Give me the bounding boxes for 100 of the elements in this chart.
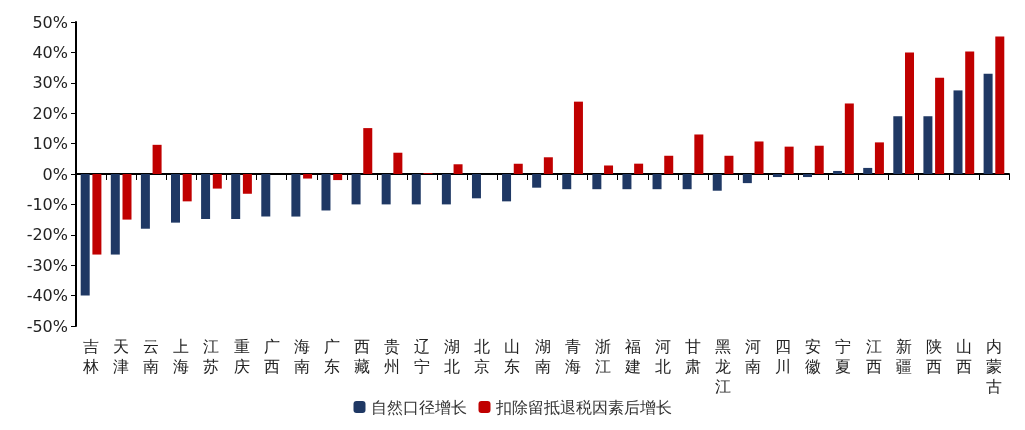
- x-tick-label: 宁夏: [835, 336, 852, 376]
- bar: [453, 164, 463, 174]
- bar: [652, 174, 662, 190]
- bar: [604, 165, 614, 174]
- bar: [562, 174, 572, 190]
- bar: [513, 163, 523, 174]
- bar: [182, 174, 192, 202]
- bar: [80, 174, 90, 296]
- bar: [291, 174, 301, 217]
- x-tick-label: 北京: [474, 336, 491, 376]
- bar: [724, 155, 734, 174]
- y-tick-label: 30%: [32, 73, 68, 93]
- bar: [363, 128, 373, 174]
- bar: [122, 174, 132, 220]
- x-tick-label: 河北: [654, 336, 671, 376]
- x-tick-label: 山东: [504, 336, 521, 376]
- x-tick-label: 天津: [113, 336, 130, 376]
- bar: [212, 174, 222, 189]
- y-tick-label: 0%: [42, 164, 68, 184]
- bar: [92, 174, 102, 255]
- y-tick-label: -10%: [26, 194, 68, 214]
- bar: [242, 174, 252, 194]
- x-tick-label: 辽宁: [414, 336, 431, 376]
- bar: [772, 174, 782, 178]
- y-tick-label: 50%: [32, 12, 68, 32]
- bar: [874, 142, 884, 174]
- x-tick-label: 上海: [173, 336, 190, 376]
- bar: [471, 174, 481, 199]
- y-tick-label: 10%: [32, 134, 68, 154]
- bar: [833, 170, 843, 174]
- bar: [664, 155, 674, 174]
- x-tick-label: 广东: [323, 336, 340, 376]
- y-tick-label: -20%: [26, 225, 68, 245]
- x-tick-label: 海南: [293, 336, 310, 376]
- x-tick-label: 甘肃: [684, 336, 701, 376]
- bar: [261, 174, 271, 217]
- x-tick-label: 福建: [623, 336, 641, 376]
- bar: [170, 174, 180, 223]
- bar: [893, 116, 903, 174]
- bar: [231, 174, 241, 219]
- bar: [953, 90, 963, 174]
- bar: [140, 174, 150, 229]
- x-tick-label: 重庆: [233, 336, 250, 376]
- y-tick-label: -50%: [26, 316, 68, 336]
- bar: [441, 174, 451, 205]
- x-tick-label: 湖南: [534, 336, 551, 376]
- bar: [814, 145, 824, 174]
- bar: [935, 77, 945, 174]
- bar: [321, 174, 331, 211]
- bar: [905, 52, 915, 174]
- x-tick-label: 黑龙江: [715, 336, 732, 396]
- x-tick-label: 浙江: [594, 336, 611, 376]
- bar: [803, 174, 813, 178]
- legend-label: 扣除留抵退税因素后增长: [494, 397, 672, 417]
- x-tick-label: 吉林: [82, 336, 100, 376]
- bar: [712, 174, 722, 191]
- bar: [784, 146, 794, 174]
- x-tick-label: 新疆: [895, 336, 912, 376]
- bar: [411, 174, 421, 205]
- bar: [333, 174, 343, 181]
- bar: [634, 163, 644, 174]
- bar: [152, 144, 162, 174]
- bar: [754, 141, 764, 174]
- bar: [110, 174, 120, 255]
- bar: [381, 174, 391, 205]
- bar: [965, 51, 975, 174]
- y-tick-label: -40%: [26, 286, 68, 306]
- bar: [303, 174, 313, 179]
- x-tick-label: 内蒙古: [985, 336, 1002, 396]
- bar: [742, 174, 752, 184]
- bar: [592, 174, 602, 190]
- x-tick-label: 青海: [564, 336, 581, 376]
- x-tick-label: 广西: [263, 336, 280, 376]
- bar: [995, 36, 1005, 174]
- bar: [983, 73, 993, 174]
- bar: [844, 103, 854, 174]
- y-tick-label: 20%: [32, 103, 68, 123]
- x-tick-label: 江苏: [203, 336, 220, 376]
- x-tick-label: 西藏: [353, 336, 370, 376]
- bar: [863, 167, 873, 174]
- x-tick-label: 安徽: [805, 336, 822, 376]
- x-tick-label: 四川: [775, 336, 792, 376]
- bar: [694, 134, 704, 174]
- bar: [923, 116, 933, 174]
- bar: [682, 174, 692, 190]
- x-tick-label: 山西: [955, 336, 972, 376]
- bar: [201, 174, 211, 219]
- bar: [532, 174, 542, 188]
- x-tick-label: 江西: [865, 336, 882, 376]
- y-tick-label: 40%: [32, 42, 68, 62]
- x-tick-label: 湖北: [444, 336, 461, 376]
- bar: [502, 174, 512, 202]
- bar: [351, 174, 361, 205]
- y-tick-label: -30%: [26, 255, 68, 275]
- bar: [573, 101, 583, 174]
- legend-label: 自然口径增长: [370, 397, 467, 417]
- x-tick-label: 云南: [143, 336, 160, 376]
- bar: [543, 157, 553, 174]
- bar: [622, 174, 632, 190]
- x-tick-label: 贵州: [384, 336, 401, 376]
